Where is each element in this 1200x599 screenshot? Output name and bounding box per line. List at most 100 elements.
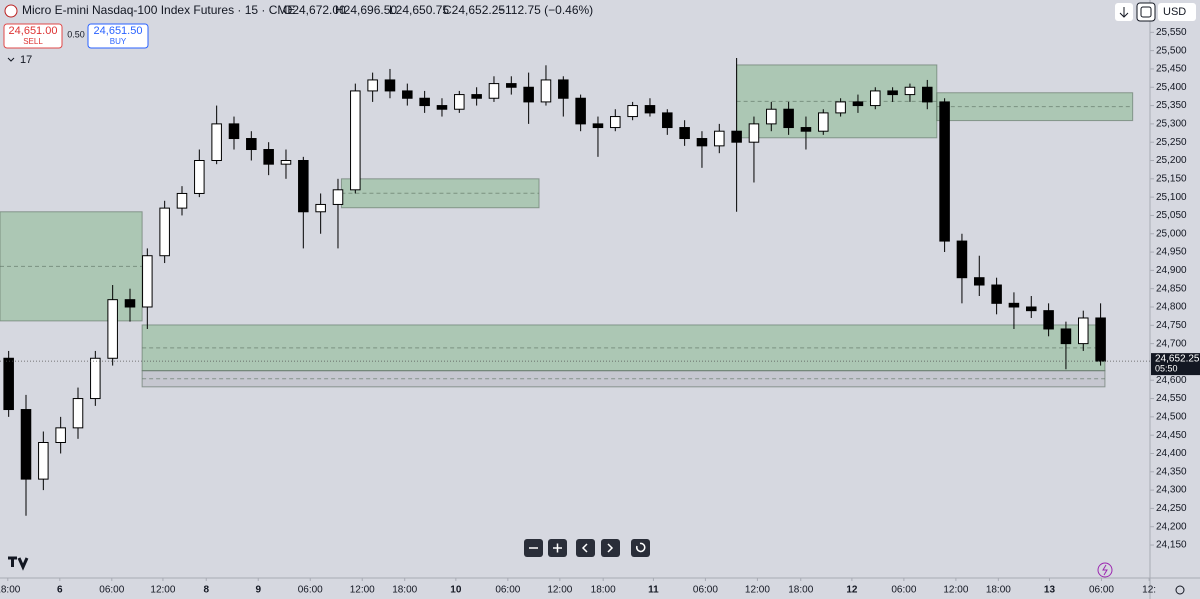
candle-body <box>488 83 500 99</box>
candle-body <box>384 79 396 92</box>
candle-body <box>1060 328 1072 345</box>
candle-body <box>696 138 708 147</box>
candle-body <box>350 90 361 191</box>
candle-body <box>194 160 205 194</box>
candle-body <box>246 138 257 151</box>
x-tick-label: 06:00 <box>298 585 323 596</box>
x-tick-label: 06:00 <box>99 585 124 596</box>
countdown: 05:50 <box>1155 363 1178 373</box>
ohlc-change: −112.75 (−0.46%) <box>498 3 593 17</box>
candle-body <box>176 192 188 209</box>
x-tick-label: 06:00 <box>495 585 520 596</box>
candle-body <box>228 123 240 140</box>
candle-body <box>1026 306 1037 312</box>
candle-body <box>315 203 326 213</box>
y-tick-label: 24,700 <box>1156 338 1187 349</box>
y-tick-label: 25,550 <box>1156 27 1187 38</box>
y-tick-label: 24,900 <box>1156 265 1187 276</box>
x-tick-label: 12: <box>1142 585 1156 596</box>
candle-body <box>783 108 794 129</box>
y-tick-label: 24,600 <box>1156 375 1187 386</box>
candle-body <box>766 108 777 125</box>
candle-body <box>1095 317 1106 362</box>
candle-body <box>506 83 517 88</box>
candle-body <box>679 127 690 140</box>
reset-button[interactable] <box>631 539 650 557</box>
candle-body <box>610 116 621 129</box>
candle-body <box>870 90 881 107</box>
y-tick-label: 24,300 <box>1156 485 1187 496</box>
ohlc-open: O24,672.00 <box>283 3 346 17</box>
candle-body <box>662 112 673 129</box>
y-tick-label: 24,850 <box>1156 283 1187 294</box>
collapse-chevron[interactable] <box>7 57 15 62</box>
x-tick-label: 18:00 <box>986 585 1011 596</box>
candle-body <box>263 149 274 165</box>
last-price-label: 24,652.25 <box>1155 354 1200 365</box>
candle-body <box>1078 317 1089 345</box>
zone <box>141 324 1106 372</box>
x-tick-label: 11 <box>648 585 659 596</box>
scroll-right-button[interactable] <box>601 539 620 557</box>
candle-body <box>142 255 153 308</box>
y-tick-label: 25,000 <box>1156 228 1187 239</box>
ohlc-high: H24,696.50 <box>335 3 397 17</box>
spread: 0.50 <box>67 29 85 39</box>
buy-label: BUY <box>110 37 127 46</box>
candle-body <box>419 97 430 107</box>
candle-body <box>558 79 569 99</box>
candle-body <box>367 79 378 92</box>
candle-body <box>90 357 101 400</box>
x-tick-label: 9 <box>255 585 261 596</box>
y-tick-label: 25,450 <box>1156 64 1187 75</box>
y-tick-label: 25,250 <box>1156 137 1187 148</box>
fullscreen-button[interactable] <box>1136 2 1156 22</box>
x-tick-label: 12:00 <box>745 585 770 596</box>
candle-body <box>991 284 1002 304</box>
settings-icon[interactable] <box>1175 585 1185 595</box>
candle-body <box>974 277 985 286</box>
y-tick-label: 24,750 <box>1156 320 1187 331</box>
x-tick-label: 10 <box>450 585 462 596</box>
candle-body <box>575 97 586 125</box>
y-tick-label: 25,150 <box>1156 173 1187 184</box>
candle-body <box>3 357 14 411</box>
ohlc-low: L24,650.75 <box>389 3 449 17</box>
candle-body <box>818 112 829 132</box>
candle-body <box>731 130 742 143</box>
y-tick-label: 24,550 <box>1156 393 1187 404</box>
buy-button[interactable] <box>87 23 149 49</box>
currency-button[interactable] <box>1158 3 1196 21</box>
candle-body <box>714 130 725 147</box>
candle-body <box>55 427 66 443</box>
candle-body <box>748 123 760 143</box>
candle-body <box>592 123 604 129</box>
candle-body <box>644 105 656 114</box>
symbol-title: Micro E-mini Nasdaq-100 Index Futures · … <box>22 3 295 17</box>
candle-body <box>471 94 482 99</box>
candle-body <box>800 127 812 132</box>
candle-body <box>1043 310 1054 330</box>
y-tick-label: 24,500 <box>1156 412 1187 423</box>
candle-body <box>159 207 170 257</box>
header: Micro E-mini Nasdaq-100 Index Futures · … <box>3 2 1196 66</box>
sell-button[interactable] <box>3 23 63 49</box>
plot-area <box>0 57 1134 516</box>
alert-icon[interactable] <box>1097 562 1113 578</box>
candle-body <box>835 101 846 114</box>
flag-icon <box>4 4 18 18</box>
candle-body <box>454 94 465 110</box>
candle-body <box>402 90 413 99</box>
candle-body <box>436 105 448 110</box>
candle-body <box>298 160 309 213</box>
scroll-left-button[interactable] <box>576 539 595 557</box>
x-tick-label: 8 <box>203 585 209 596</box>
y-tick-label: 25,100 <box>1156 192 1187 203</box>
candle-body <box>332 189 344 205</box>
logo <box>8 556 29 571</box>
x-tick-label: 18:00 <box>591 585 616 596</box>
x-tick-label: 18:00 <box>788 585 813 596</box>
bolt <box>1102 564 1108 576</box>
y-tick-label: 24,350 <box>1156 466 1187 477</box>
